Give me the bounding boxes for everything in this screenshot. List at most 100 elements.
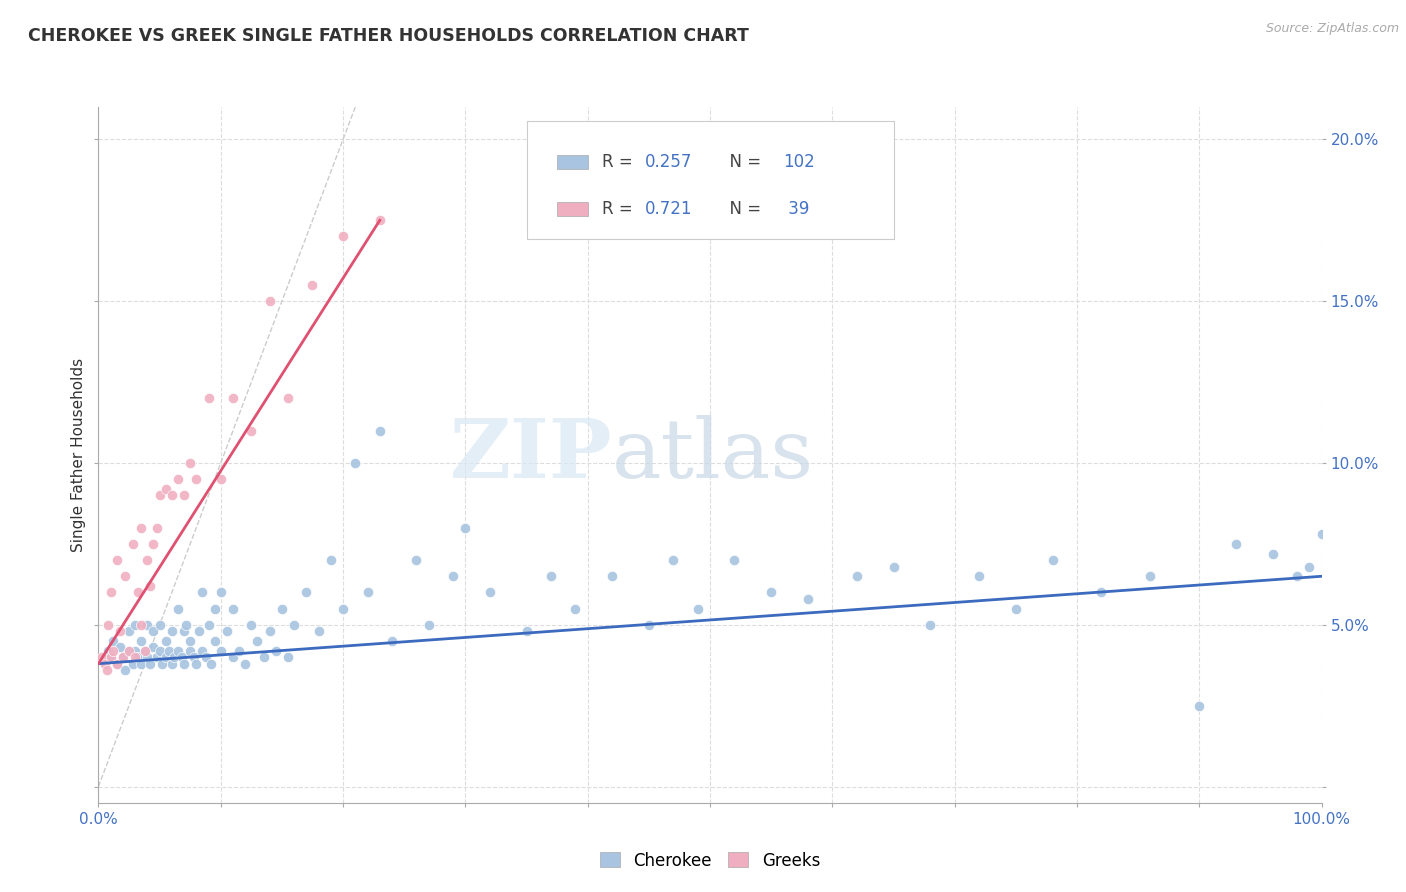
Point xyxy=(142,537,165,551)
Point xyxy=(308,624,330,639)
Point xyxy=(149,617,172,632)
Legend: Cherokee, Greeks: Cherokee, Greeks xyxy=(592,843,828,878)
Point xyxy=(100,650,122,665)
Point xyxy=(637,617,661,632)
Point xyxy=(93,657,115,671)
Point xyxy=(100,585,122,599)
Point xyxy=(1225,537,1247,551)
Point xyxy=(222,601,245,615)
Point xyxy=(136,553,159,567)
Point xyxy=(176,617,198,632)
Point xyxy=(283,617,305,632)
Point xyxy=(105,657,128,671)
Point xyxy=(101,643,124,657)
Point xyxy=(564,601,586,615)
Point xyxy=(155,634,177,648)
Point xyxy=(332,229,354,244)
Text: 39: 39 xyxy=(783,201,810,219)
Point xyxy=(91,650,114,665)
Point xyxy=(134,643,156,657)
Point xyxy=(160,624,183,639)
Point xyxy=(149,488,172,502)
Point xyxy=(97,643,120,657)
Text: 0.721: 0.721 xyxy=(645,201,693,219)
Point xyxy=(1042,553,1064,567)
Point xyxy=(381,634,404,648)
Point xyxy=(686,601,709,615)
Text: R =: R = xyxy=(602,153,638,171)
Point xyxy=(301,278,323,293)
Point xyxy=(111,650,134,665)
Point xyxy=(723,553,745,567)
Point xyxy=(146,521,169,535)
Point xyxy=(173,657,195,671)
Point xyxy=(139,579,162,593)
Point xyxy=(118,624,141,639)
Point xyxy=(215,624,238,639)
Point xyxy=(197,392,219,406)
Point xyxy=(96,663,118,677)
Point xyxy=(129,634,152,648)
Y-axis label: Single Father Households: Single Father Households xyxy=(70,358,86,552)
Point xyxy=(179,643,201,657)
Point xyxy=(222,650,245,665)
Point xyxy=(187,624,209,639)
Point xyxy=(797,591,820,606)
Point xyxy=(967,569,990,583)
Point xyxy=(105,657,128,671)
Point xyxy=(200,657,222,671)
Point xyxy=(197,617,219,632)
Point xyxy=(129,617,152,632)
Point xyxy=(368,213,391,227)
FancyBboxPatch shape xyxy=(557,202,588,216)
Point xyxy=(240,424,263,438)
Point xyxy=(163,650,186,665)
Point xyxy=(110,624,132,639)
Point xyxy=(319,553,342,567)
Text: 102: 102 xyxy=(783,153,815,171)
Point xyxy=(134,643,156,657)
Point xyxy=(114,569,136,583)
Point xyxy=(139,657,162,671)
Point xyxy=(368,424,391,438)
Point xyxy=(155,650,177,665)
Point xyxy=(160,488,183,502)
Point xyxy=(209,585,232,599)
Point xyxy=(405,553,427,567)
Point xyxy=(662,553,685,567)
Point xyxy=(127,650,149,665)
Text: N =: N = xyxy=(718,201,766,219)
Point xyxy=(920,617,942,632)
Point xyxy=(540,569,562,583)
Point xyxy=(259,294,281,309)
Point xyxy=(150,657,173,671)
Point xyxy=(259,624,281,639)
Point xyxy=(124,617,146,632)
Point xyxy=(118,643,141,657)
Point xyxy=(883,559,905,574)
Point xyxy=(252,650,274,665)
Point xyxy=(167,601,190,615)
Point xyxy=(179,456,201,470)
Point xyxy=(142,640,165,655)
Point xyxy=(100,650,122,665)
Point xyxy=(277,650,299,665)
Point xyxy=(191,643,214,657)
Point xyxy=(160,657,183,671)
Point xyxy=(332,601,354,615)
Point xyxy=(136,617,159,632)
Point xyxy=(204,601,226,615)
Point xyxy=(233,657,256,671)
Point xyxy=(170,650,193,665)
Point xyxy=(142,624,165,639)
Point xyxy=(97,617,120,632)
Text: 0.257: 0.257 xyxy=(645,153,693,171)
Point xyxy=(186,657,208,671)
Point xyxy=(101,634,124,648)
Point xyxy=(110,640,132,655)
Point xyxy=(179,634,201,648)
Point xyxy=(129,521,152,535)
Text: N =: N = xyxy=(718,153,766,171)
Point xyxy=(114,663,136,677)
Point xyxy=(600,569,623,583)
